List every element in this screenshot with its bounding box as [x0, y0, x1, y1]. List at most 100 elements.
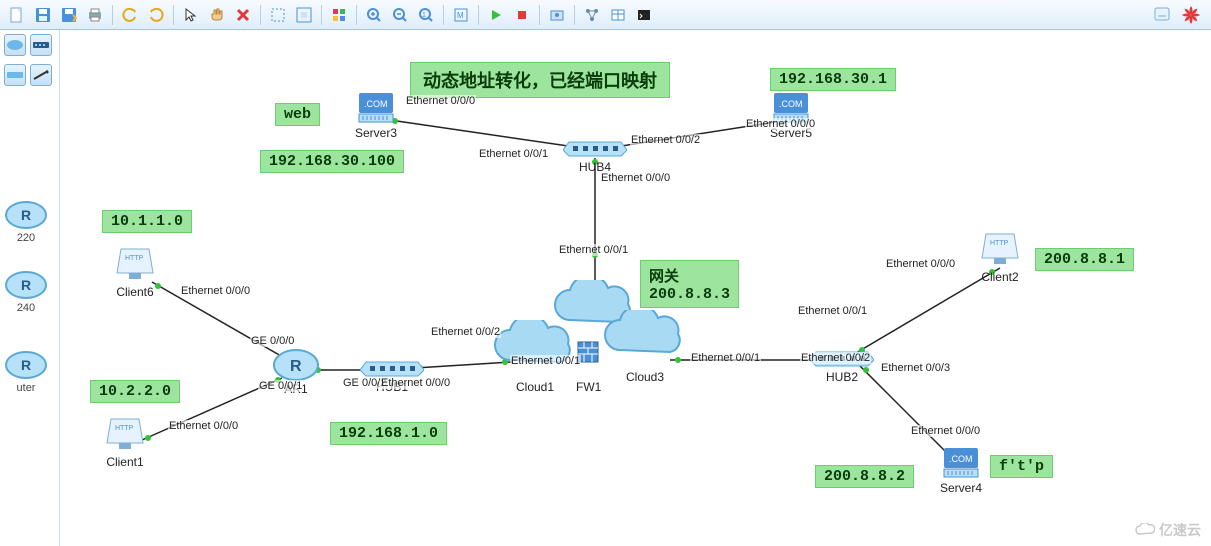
port-label: Ethernet 0/0/0 — [600, 172, 671, 184]
port-label: GE 0/0/0 — [250, 335, 295, 347]
zoom-in-icon[interactable] — [363, 4, 385, 26]
play-icon[interactable] — [485, 4, 507, 26]
svg-text:R: R — [290, 358, 302, 375]
separator-icon — [356, 5, 357, 25]
label-web: web — [275, 103, 320, 126]
device-server3[interactable]: .COM Server3 — [355, 90, 397, 140]
device-label: Client6 — [116, 285, 153, 299]
palette-router-240[interactable]: R 240 — [2, 270, 50, 314]
svg-text:R: R — [21, 207, 31, 223]
device-label: Cloud1 — [516, 380, 554, 394]
svg-text:1: 1 — [422, 12, 426, 19]
separator-icon — [539, 5, 540, 25]
svg-text:HTTP: HTTP — [115, 425, 134, 432]
palette-link-icon[interactable] — [30, 64, 52, 86]
device-label: Server4 — [940, 481, 982, 495]
banner-title: 动态地址转化，已经端口映射 — [410, 62, 670, 98]
palette-label: 220 — [17, 232, 35, 244]
router-icon: R — [272, 348, 320, 382]
palette-router-icon[interactable] — [4, 34, 26, 56]
palette-hub-icon[interactable] — [4, 64, 26, 86]
port-label: Ethernet 0/0/0 — [380, 377, 451, 389]
redo-icon[interactable] — [145, 4, 167, 26]
server-icon: .COM — [941, 445, 981, 481]
table-icon[interactable] — [607, 4, 629, 26]
device-label: Client2 — [981, 270, 1018, 284]
separator-icon — [173, 5, 174, 25]
link-server3-hub4 — [390, 120, 575, 147]
toolbar-right — [1147, 3, 1205, 27]
port-label: Ethernet 0/0/1 — [797, 305, 868, 317]
svg-text:M: M — [457, 11, 464, 20]
watermark: 亿速云 — [1135, 520, 1201, 540]
huawei-logo-icon — [1177, 3, 1205, 27]
port-label: Ethernet 0/0/2 — [800, 352, 871, 364]
label-gateway-ip: 200.8.8.3 — [649, 286, 730, 303]
cloud-icon — [600, 310, 690, 370]
new-icon[interactable] — [6, 4, 28, 26]
terminal-icon[interactable] — [633, 4, 655, 26]
device-server4[interactable]: .COM Server4 — [940, 445, 982, 495]
port-label: Ethernet 0/0/2 — [430, 326, 501, 338]
label-net10220: 10.2.2.0 — [90, 380, 180, 403]
zoom-area-icon[interactable] — [267, 4, 289, 26]
client-icon: HTTP — [105, 415, 145, 455]
label-server3-ip: 192.168.30.100 — [260, 150, 404, 173]
separator-icon — [478, 5, 479, 25]
delete-icon[interactable] — [232, 4, 254, 26]
print-icon[interactable] — [84, 4, 106, 26]
device-label: Cloud3 — [626, 370, 664, 384]
save-icon[interactable] — [32, 4, 54, 26]
separator-icon — [574, 5, 575, 25]
palette-icon[interactable] — [328, 4, 350, 26]
help-icon[interactable] — [1149, 3, 1175, 27]
device-client1[interactable]: HTTP Client1 — [105, 415, 145, 469]
separator-icon — [112, 5, 113, 25]
svg-text:HTTP: HTTP — [990, 240, 1009, 247]
saveas-icon[interactable] — [58, 4, 80, 26]
device-label-fw1: FW1 — [576, 380, 601, 394]
port-label: Ethernet 0/0/3 — [880, 362, 951, 374]
svg-text:.COM: .COM — [364, 99, 388, 109]
device-cloud3[interactable]: Cloud3 — [600, 310, 690, 384]
toolbar: 1 M — [0, 0, 1211, 30]
separator-icon — [321, 5, 322, 25]
port-label: Ethernet 0/0/0 — [180, 285, 251, 297]
link-hub2-client2 — [856, 268, 1000, 353]
label-server4-ip: 200.8.8.2 — [815, 465, 914, 488]
palette-switch-icon[interactable] — [30, 34, 52, 56]
capture-icon[interactable] — [546, 4, 568, 26]
port-label: Ethernet 0/0/2 — [630, 134, 701, 146]
label-hub1-net: 192.168.1.0 — [330, 422, 447, 445]
label-net10110: 10.1.1.0 — [102, 210, 192, 233]
pointer-icon[interactable] — [180, 4, 202, 26]
palette-router-uter[interactable]: R uter — [2, 350, 50, 394]
device-client6[interactable]: HTTP Client6 — [115, 245, 155, 299]
device-server5[interactable]: .COM Server5 — [770, 90, 812, 140]
zoom-fit-icon[interactable] — [293, 4, 315, 26]
device-label: HUB2 — [826, 370, 858, 384]
port-label: Ethernet 0/0/0 — [405, 95, 476, 107]
grid-icon[interactable]: M — [450, 4, 472, 26]
label-client2-ip: 200.8.8.1 — [1035, 248, 1134, 271]
topology-canvas[interactable]: 动态地址转化，已经端口映射 web 192.168.30.100 192.168… — [60, 30, 1211, 546]
pan-icon[interactable] — [206, 4, 228, 26]
svg-text:.COM: .COM — [779, 99, 803, 109]
device-hub4[interactable]: HUB4 — [563, 138, 627, 174]
device-label: Client1 — [106, 455, 143, 469]
layout-icon[interactable] — [581, 4, 603, 26]
palette-router-220[interactable]: R 220 — [2, 200, 50, 244]
undo-icon[interactable] — [119, 4, 141, 26]
zoom-out-icon[interactable] — [389, 4, 411, 26]
app-root: 1 M — [0, 0, 1211, 546]
separator-icon — [260, 5, 261, 25]
zoom-reset-icon[interactable]: 1 — [415, 4, 437, 26]
device-client2[interactable]: HTTP Client2 — [980, 230, 1020, 284]
port-label: Ethernet 0/0/0 — [168, 420, 239, 432]
label-gateway: 网关 200.8.8.3 — [640, 260, 739, 308]
label-gateway-title: 网关 — [649, 269, 679, 286]
port-label: Ethernet 0/0/0 — [910, 425, 981, 437]
svg-text:.COM: .COM — [949, 454, 973, 464]
device-label: Server3 — [355, 126, 397, 140]
stop-icon[interactable] — [511, 4, 533, 26]
